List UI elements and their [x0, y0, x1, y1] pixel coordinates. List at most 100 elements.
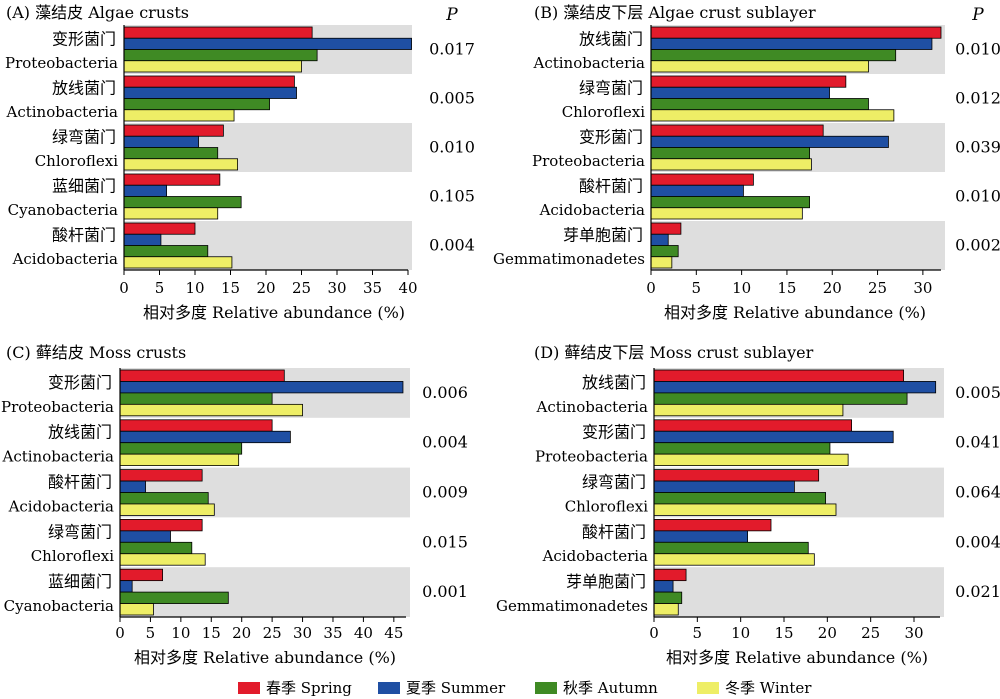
x-tick-label: 5	[146, 624, 156, 642]
bar-spring	[119, 419, 273, 432]
bar-summer	[653, 480, 795, 493]
category-label-cn: 芽单胞菌门	[566, 572, 646, 591]
category-label-cn: 放线菌门	[48, 423, 112, 442]
category-label-cn: 酸杆菌门	[48, 473, 112, 492]
legend-item-winter: 冬季 Winter	[697, 676, 811, 699]
p-value: 0.005	[429, 88, 475, 107]
legend-label: 冬季 Winter	[725, 679, 812, 697]
p-value: 0.010	[955, 39, 1000, 58]
x-tick-label: 20	[818, 624, 837, 642]
bar-winter	[119, 553, 206, 566]
category-label-en: Actinobacteria	[532, 54, 645, 72]
bar-winter	[650, 207, 803, 220]
category-label-en: Proteobacteria	[5, 54, 118, 72]
x-axis-label: 相对多度 Relative abundance (%)	[143, 303, 405, 322]
x-tick-label: 15	[221, 279, 240, 297]
bar-winter	[119, 603, 154, 616]
x-tick-label: 0	[115, 624, 125, 642]
bar-spring	[653, 519, 772, 532]
category-label-cn: 绿弯菌门	[48, 522, 112, 541]
bar-winter	[123, 109, 235, 122]
panel-title: (C) 藓结皮 Moss crusts	[6, 343, 186, 362]
x-tick-label: 30	[913, 279, 932, 297]
bar-autumn	[653, 541, 809, 555]
category-label-cn: 放线菌门	[579, 30, 643, 49]
bar-spring	[650, 124, 824, 137]
group-band	[651, 221, 945, 270]
x-tick-label: 15	[202, 624, 221, 642]
figure: (A) 藻结皮 Algae crusts P 变形菌门 Proteobacteria 0…	[1, 3, 1000, 667]
x-tick-label: 5	[692, 279, 702, 297]
category-label-en: Proteobacteria	[535, 448, 648, 466]
category-label-cn: 变形菌门	[579, 128, 643, 147]
bar-winter	[119, 453, 240, 466]
x-tick-label: 40	[398, 279, 417, 297]
bar-summer	[119, 480, 146, 493]
category-label-cn: 放线菌门	[582, 373, 646, 392]
bar-winter	[653, 503, 837, 516]
x-tick-label: 15	[777, 279, 796, 297]
bar-autumn	[653, 492, 827, 505]
legend-swatch	[378, 681, 400, 694]
bar-summer	[123, 37, 412, 50]
category-label-cn: 酸杆菌门	[579, 177, 643, 196]
category-label-cn: 绿弯菌门	[579, 79, 643, 98]
x-tick-label: 5	[155, 279, 165, 297]
x-tick-label: 25	[861, 624, 880, 642]
bar-autumn	[123, 147, 219, 160]
bar-autumn	[123, 196, 242, 209]
bar-spring	[119, 519, 203, 532]
bar-winter	[123, 158, 238, 171]
bar-autumn	[119, 392, 273, 405]
bar-summer	[650, 184, 744, 197]
p-value: 0.004	[429, 235, 475, 254]
panel-title: (D) 藓结皮下层 Moss crust sublayer	[534, 343, 814, 362]
p-value: 0.041	[955, 433, 1000, 452]
bar-autumn	[123, 49, 318, 62]
x-tick-label: 30	[293, 624, 312, 642]
bar-spring	[653, 369, 905, 382]
category-label-cn: 芽单胞菌门	[563, 226, 643, 245]
bar-spring	[123, 222, 196, 235]
bar-autumn	[653, 591, 683, 604]
group-band	[654, 567, 944, 617]
category-label-cn: 蓝细菌门	[52, 177, 116, 196]
x-tick-label: 0	[119, 279, 129, 297]
p-value: 0.039	[955, 137, 1000, 156]
x-tick-label: 5	[693, 624, 703, 642]
category-label-cn: 酸杆菌门	[582, 522, 646, 541]
x-tick-label: 25	[263, 624, 282, 642]
bar-spring	[650, 75, 847, 88]
bar-summer	[650, 86, 830, 99]
p-value: 0.004	[955, 532, 1000, 551]
p-value: 0.015	[422, 532, 468, 551]
category-label-en: Gemmatimonadetes	[496, 597, 648, 615]
bar-spring	[653, 469, 820, 482]
legend-item-summer: 夏季 Summer	[378, 676, 505, 699]
bar-autumn	[650, 49, 897, 62]
bar-winter	[123, 60, 302, 73]
category-label-en: Acidobacteria	[542, 547, 648, 565]
x-tick-label: 0	[646, 279, 656, 297]
bar-summer	[123, 135, 199, 148]
x-tick-label: 30	[904, 624, 923, 642]
bar-summer	[119, 530, 171, 543]
bar-winter	[650, 60, 869, 73]
p-value: 0.021	[955, 582, 1000, 601]
bar-winter	[650, 158, 812, 171]
bar-summer	[123, 233, 162, 246]
category-label-en: Gemmatimonadetes	[493, 250, 645, 268]
bar-summer	[119, 580, 133, 593]
bar-winter	[119, 403, 303, 417]
legend: 春季 Spring 夏季 Summer 秋季 Autumn 冬季 Winter	[0, 676, 1000, 699]
bar-autumn	[650, 245, 679, 258]
p-value: 0.004	[422, 433, 468, 452]
x-tick-label: 20	[823, 279, 842, 297]
legend-label: 夏季 Summer	[406, 679, 506, 697]
p-value: 0.010	[955, 186, 1000, 205]
p-value: 0.006	[422, 383, 468, 402]
x-axis-label: 相对多度 Relative abundance (%)	[134, 648, 396, 667]
bar-autumn	[650, 147, 810, 160]
p-value-header: P	[445, 5, 458, 25]
bar-spring	[650, 173, 754, 186]
